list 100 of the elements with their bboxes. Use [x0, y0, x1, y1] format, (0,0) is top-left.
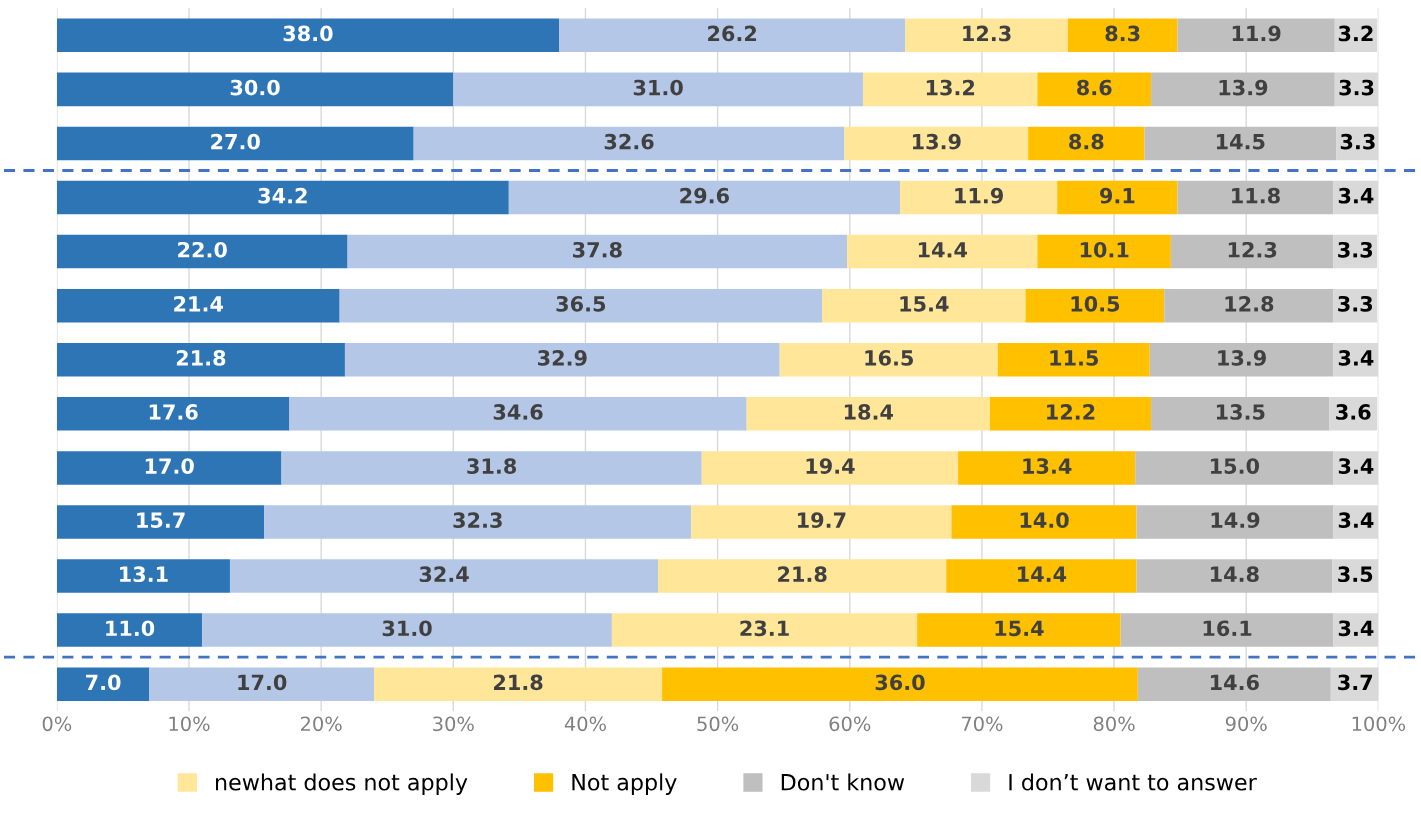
bar [1164, 288, 1334, 323]
bar [997, 342, 1150, 377]
data-label: 38.0 [283, 25, 333, 42]
data-label: 3.3 [1339, 79, 1374, 96]
bar [56, 451, 282, 485]
bar [1136, 505, 1334, 539]
bar [1037, 234, 1171, 269]
bar [56, 397, 290, 431]
data-label: 12.2 [1047, 404, 1095, 420]
data-label: 32.9 [538, 350, 587, 366]
data-label: 13.5 [1216, 404, 1265, 420]
data-label: 21.4 [174, 295, 223, 312]
bar [611, 613, 918, 647]
data-label: 19.7 [798, 512, 846, 529]
legend-label: I don’t want to answer [1009, 773, 1257, 791]
data-label: 15.4 [995, 620, 1044, 637]
x-tick-label: 50% [697, 716, 739, 732]
data-label: 15.4 [900, 296, 949, 312]
x-tick-label: 40% [564, 716, 606, 732]
data-label: 9.1 [1099, 187, 1135, 204]
bar [1037, 72, 1152, 107]
data-label: 11.8 [1232, 187, 1280, 204]
data-label: 31.0 [382, 620, 432, 637]
data-label: 29.6 [680, 187, 729, 204]
bar [453, 72, 863, 107]
x-tick-label: 70% [961, 716, 1003, 732]
data-label: 3.4 [1338, 512, 1374, 529]
data-label: 3.4 [1338, 350, 1374, 366]
x-tick-label: 10% [169, 716, 210, 732]
bar [413, 126, 845, 161]
data-label: 11.9 [1232, 25, 1281, 42]
bar [56, 342, 345, 377]
bar [56, 18, 560, 53]
x-tick-label: 100% [1352, 716, 1406, 732]
data-label: 17.0 [145, 458, 194, 474]
bar [1136, 559, 1333, 593]
bar [1177, 180, 1334, 215]
data-label: 15.7 [137, 512, 185, 529]
data-label: 14.6 [1210, 674, 1259, 691]
data-label: 8.3 [1105, 25, 1140, 42]
data-label: 14.0 [1020, 512, 1069, 529]
data-label: 3.4 [1338, 458, 1374, 474]
bar [1057, 180, 1178, 215]
data-label: 17.0 [238, 674, 287, 691]
bar [1149, 342, 1334, 377]
bar [746, 397, 990, 431]
data-label: 21.8 [176, 350, 226, 366]
data-label: 8.8 [1069, 133, 1104, 150]
data-label: 3.6 [1336, 404, 1371, 420]
bar [1067, 18, 1178, 53]
data-label: 14.4 [918, 242, 968, 258]
data-label: 21.8 [494, 674, 543, 691]
data-label: 30.0 [230, 79, 280, 96]
data-label: 3.7 [1338, 674, 1373, 691]
legend-label: newhat does not apply [216, 773, 468, 795]
bar [1028, 126, 1145, 161]
bar [508, 180, 900, 215]
bar [847, 234, 1038, 269]
bar [822, 288, 1026, 323]
bar [662, 667, 1138, 701]
data-label: 3.3 [1338, 241, 1373, 258]
bar [951, 505, 1137, 539]
bar [339, 288, 823, 323]
data-label: 17.6 [149, 404, 198, 420]
bar [701, 451, 959, 485]
data-label: 3.4 [1338, 620, 1374, 637]
data-label: 14.5 [1216, 134, 1265, 150]
data-label: 13.4 [1023, 458, 1072, 474]
data-label: 3.3 [1340, 133, 1375, 150]
bar [229, 559, 659, 593]
bar [374, 667, 663, 701]
bar [344, 342, 780, 377]
bar [844, 126, 1029, 161]
data-label: 14.4 [1018, 566, 1067, 582]
bar [905, 18, 1068, 53]
data-label: 14.9 [1211, 512, 1260, 529]
bar [899, 180, 1058, 215]
data-label: 36.0 [875, 674, 925, 691]
data-label: 13.2 [926, 79, 975, 96]
data-label: 3.3 [1338, 295, 1373, 312]
bar [281, 451, 702, 485]
data-label: 12.8 [1225, 295, 1274, 312]
x-tick-label: 20% [300, 716, 342, 732]
bar [917, 613, 1121, 647]
data-label: 8.6 [1077, 79, 1112, 96]
bar [56, 559, 230, 593]
data-label: 26.2 [708, 25, 757, 42]
bar [958, 451, 1136, 485]
data-label: 13.1 [120, 566, 168, 583]
bar [1135, 451, 1334, 485]
bar [56, 613, 203, 647]
data-label: 34.2 [258, 187, 307, 204]
bar [56, 180, 509, 215]
x-tick-label: 30% [433, 716, 474, 732]
bar [264, 505, 692, 539]
data-label: 22.0 [178, 241, 227, 258]
data-label: 37.8 [573, 241, 622, 258]
data-label: 12.3 [963, 25, 1011, 42]
x-tick-label: 60% [829, 716, 871, 732]
data-label: 18.4 [844, 404, 893, 420]
